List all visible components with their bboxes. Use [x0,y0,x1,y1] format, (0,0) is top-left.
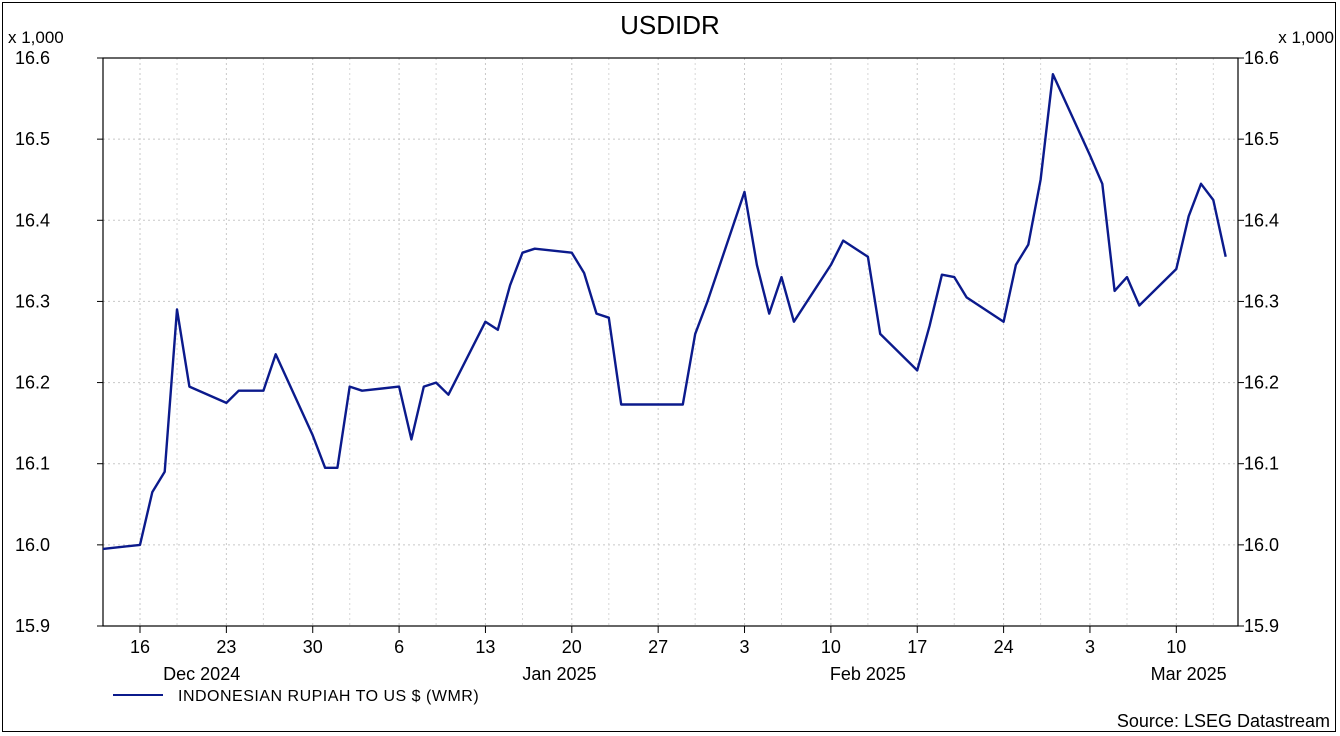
x-tick-label: 17 [907,637,927,657]
x-month-label: Jan 2025 [522,664,596,684]
x-month-label: Mar 2025 [1151,664,1227,684]
x-tick-label: 20 [562,637,582,657]
x-tick-label: 30 [303,637,323,657]
x-tick-label: 10 [1166,637,1186,657]
x-tick-label: 6 [394,637,404,657]
y-multiplier-right: x 1,000 [1278,28,1334,47]
y-tick-label-left: 16.1 [15,454,50,474]
y-tick-label-right: 16.5 [1244,129,1279,149]
plot-area [102,57,1239,627]
series-line-usdidr [102,73,1227,551]
legend-label: INDONESIAN RUPIAH TO US $ (WMR) [178,688,479,705]
y-tick-label-right: 15.9 [1244,616,1279,636]
y-tick-label-right: 16.3 [1244,291,1279,311]
y-tick-label-left: 16.0 [15,535,50,555]
y-tick-label-right: 16.2 [1244,373,1279,393]
series-group [102,73,1227,551]
source-label: Source: LSEG Datastream [1117,711,1330,731]
y-tick-label-left: 16.2 [15,373,50,393]
x-tick-label: 13 [475,637,495,657]
y-tick-label-right: 16.6 [1244,48,1279,68]
x-tick-label: 10 [821,637,841,657]
y-tick-label-left: 16.5 [15,129,50,149]
y-tick-label-left: 16.4 [15,210,50,230]
y-tick-label-right: 16.0 [1244,535,1279,555]
x-tick-label: 3 [1085,637,1095,657]
x-tick-label: 3 [740,637,750,657]
x-tick-label: 24 [994,637,1014,657]
x-month-label: Dec 2024 [163,664,240,684]
y-tick-label-right: 16.4 [1244,210,1279,230]
x-tick-label: 23 [216,637,236,657]
x-tick-label: 27 [648,637,668,657]
y-tick-label-left: 16.3 [15,291,50,311]
y-tick-label-right: 16.1 [1244,454,1279,474]
y-multiplier-left: x 1,000 [8,28,64,47]
y-tick-label-left: 15.9 [15,616,50,636]
x-month-label: Feb 2025 [830,664,906,684]
chart-title: USDIDR [620,10,720,40]
axes: 15.9 15.9 16.0 16.0 16.1 16.1 16.2 16.2 16.3 16.3… [15,48,1279,684]
gridlines [103,58,1238,626]
x-tick-label: 16 [130,637,150,657]
y-tick-label-left: 16.6 [15,48,50,68]
